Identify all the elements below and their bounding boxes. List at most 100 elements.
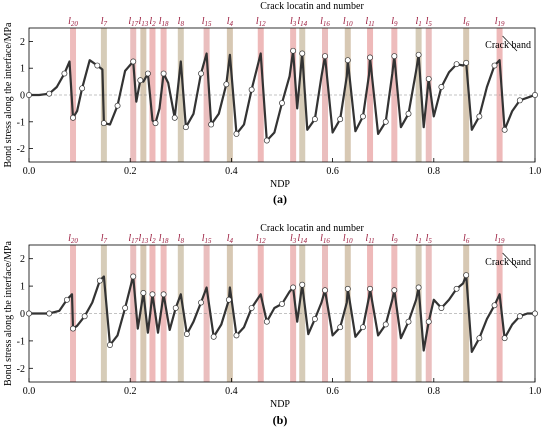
x-tick-label: 0.8 <box>428 386 441 397</box>
data-point <box>225 296 232 303</box>
crack-band <box>299 28 306 162</box>
data-point <box>130 273 137 280</box>
crack-label: l8 <box>178 16 185 28</box>
crack-label: l11 <box>365 16 374 28</box>
data-point <box>344 57 351 64</box>
crack-label: l4 <box>227 16 234 28</box>
data-point <box>463 59 470 66</box>
data-point <box>198 70 204 77</box>
data-point <box>70 325 76 332</box>
data-point <box>81 313 88 320</box>
data-point <box>501 335 508 342</box>
crack-label: l14 <box>297 233 307 245</box>
data-point <box>290 47 297 54</box>
data-point <box>453 61 460 68</box>
data-point <box>172 305 179 311</box>
data-point <box>233 332 240 339</box>
data-point <box>137 77 144 84</box>
data-point <box>299 281 306 288</box>
crack-band <box>290 28 297 162</box>
crack-band <box>415 28 422 162</box>
data-point <box>182 124 189 131</box>
data-point <box>337 324 344 331</box>
data-point <box>61 70 68 77</box>
crack-label: l14 <box>297 16 307 28</box>
data-point <box>149 291 156 298</box>
y-tick-label: 1 <box>20 282 25 293</box>
x-tick-label: 0.2 <box>124 386 137 397</box>
crack-label: l6 <box>463 233 470 245</box>
crack-band <box>344 245 351 382</box>
y-tick-label: -1 <box>17 336 25 347</box>
data-point <box>367 285 373 292</box>
crack-label: l10 <box>343 16 353 28</box>
crack-band <box>140 28 147 162</box>
data-point <box>501 126 508 133</box>
crack-band <box>160 245 167 382</box>
data-point <box>122 305 129 311</box>
x-tick-label: 0.0 <box>23 166 36 177</box>
data-point <box>26 92 32 98</box>
data-point <box>491 62 498 69</box>
data-point <box>415 284 422 291</box>
data-point <box>263 318 270 325</box>
data-point <box>453 285 460 292</box>
crack-label: l9 <box>391 233 398 245</box>
crack-band <box>149 245 156 382</box>
data-point <box>94 62 101 69</box>
x-tick-label: 0.6 <box>326 386 339 397</box>
chart-panel-a: l20 l7 l17 l13 l2 l18 l8 l15 l4 l12 l3 l14 l16 l10 l11… <box>3 1 541 206</box>
data-point <box>532 310 538 317</box>
crack-band <box>415 245 422 382</box>
data-point <box>144 70 151 77</box>
data-point <box>96 277 103 284</box>
data-point <box>198 299 204 306</box>
crack-label: l4 <box>227 233 234 245</box>
data-point <box>415 51 422 58</box>
data-point <box>107 342 113 348</box>
y-tick-label: -1 <box>17 117 25 128</box>
crack-band <box>100 245 107 382</box>
y-tick-label: -2 <box>17 144 25 155</box>
data-point <box>26 310 32 317</box>
data-point <box>516 313 523 320</box>
data-point <box>391 53 398 60</box>
crack-label: l16 <box>320 16 330 28</box>
y-tick-label: 0 <box>20 309 25 320</box>
data-point <box>382 321 389 328</box>
y-axis-label: Bond stress along the interface/MPa <box>3 240 14 386</box>
x-tick-label: 0.6 <box>326 166 339 177</box>
data-point <box>130 58 137 65</box>
crack-label: l20 <box>68 16 78 28</box>
x-tick-label: 1.0 <box>529 386 542 397</box>
data-point <box>183 331 190 337</box>
data-point <box>367 54 373 61</box>
data-point <box>476 335 483 342</box>
crack-location-title: Crack locatin and number <box>260 1 364 12</box>
crack-label: l11 <box>365 233 374 245</box>
x-tick-label: 0.2 <box>124 166 137 177</box>
data-point <box>405 318 412 325</box>
crack-label: l3 <box>290 16 297 28</box>
crack-band <box>140 245 147 382</box>
data-point <box>311 316 318 322</box>
data-point <box>438 305 445 311</box>
x-tick-label: 0.8 <box>428 166 441 177</box>
x-tick-label: 0.4 <box>225 166 238 177</box>
crack-label: l19 <box>495 16 505 28</box>
crack-band <box>344 28 351 162</box>
data-point <box>425 318 432 325</box>
data-point <box>360 113 366 120</box>
data-point <box>476 113 483 120</box>
crack-band <box>130 28 137 162</box>
data-point <box>70 114 76 121</box>
data-point <box>322 287 328 294</box>
data-point <box>152 120 159 127</box>
x-tick-label: 0.4 <box>225 386 238 397</box>
data-point <box>100 120 107 127</box>
data-point <box>491 302 498 309</box>
crack-label: l13 <box>138 16 148 28</box>
crack-band <box>130 245 137 382</box>
